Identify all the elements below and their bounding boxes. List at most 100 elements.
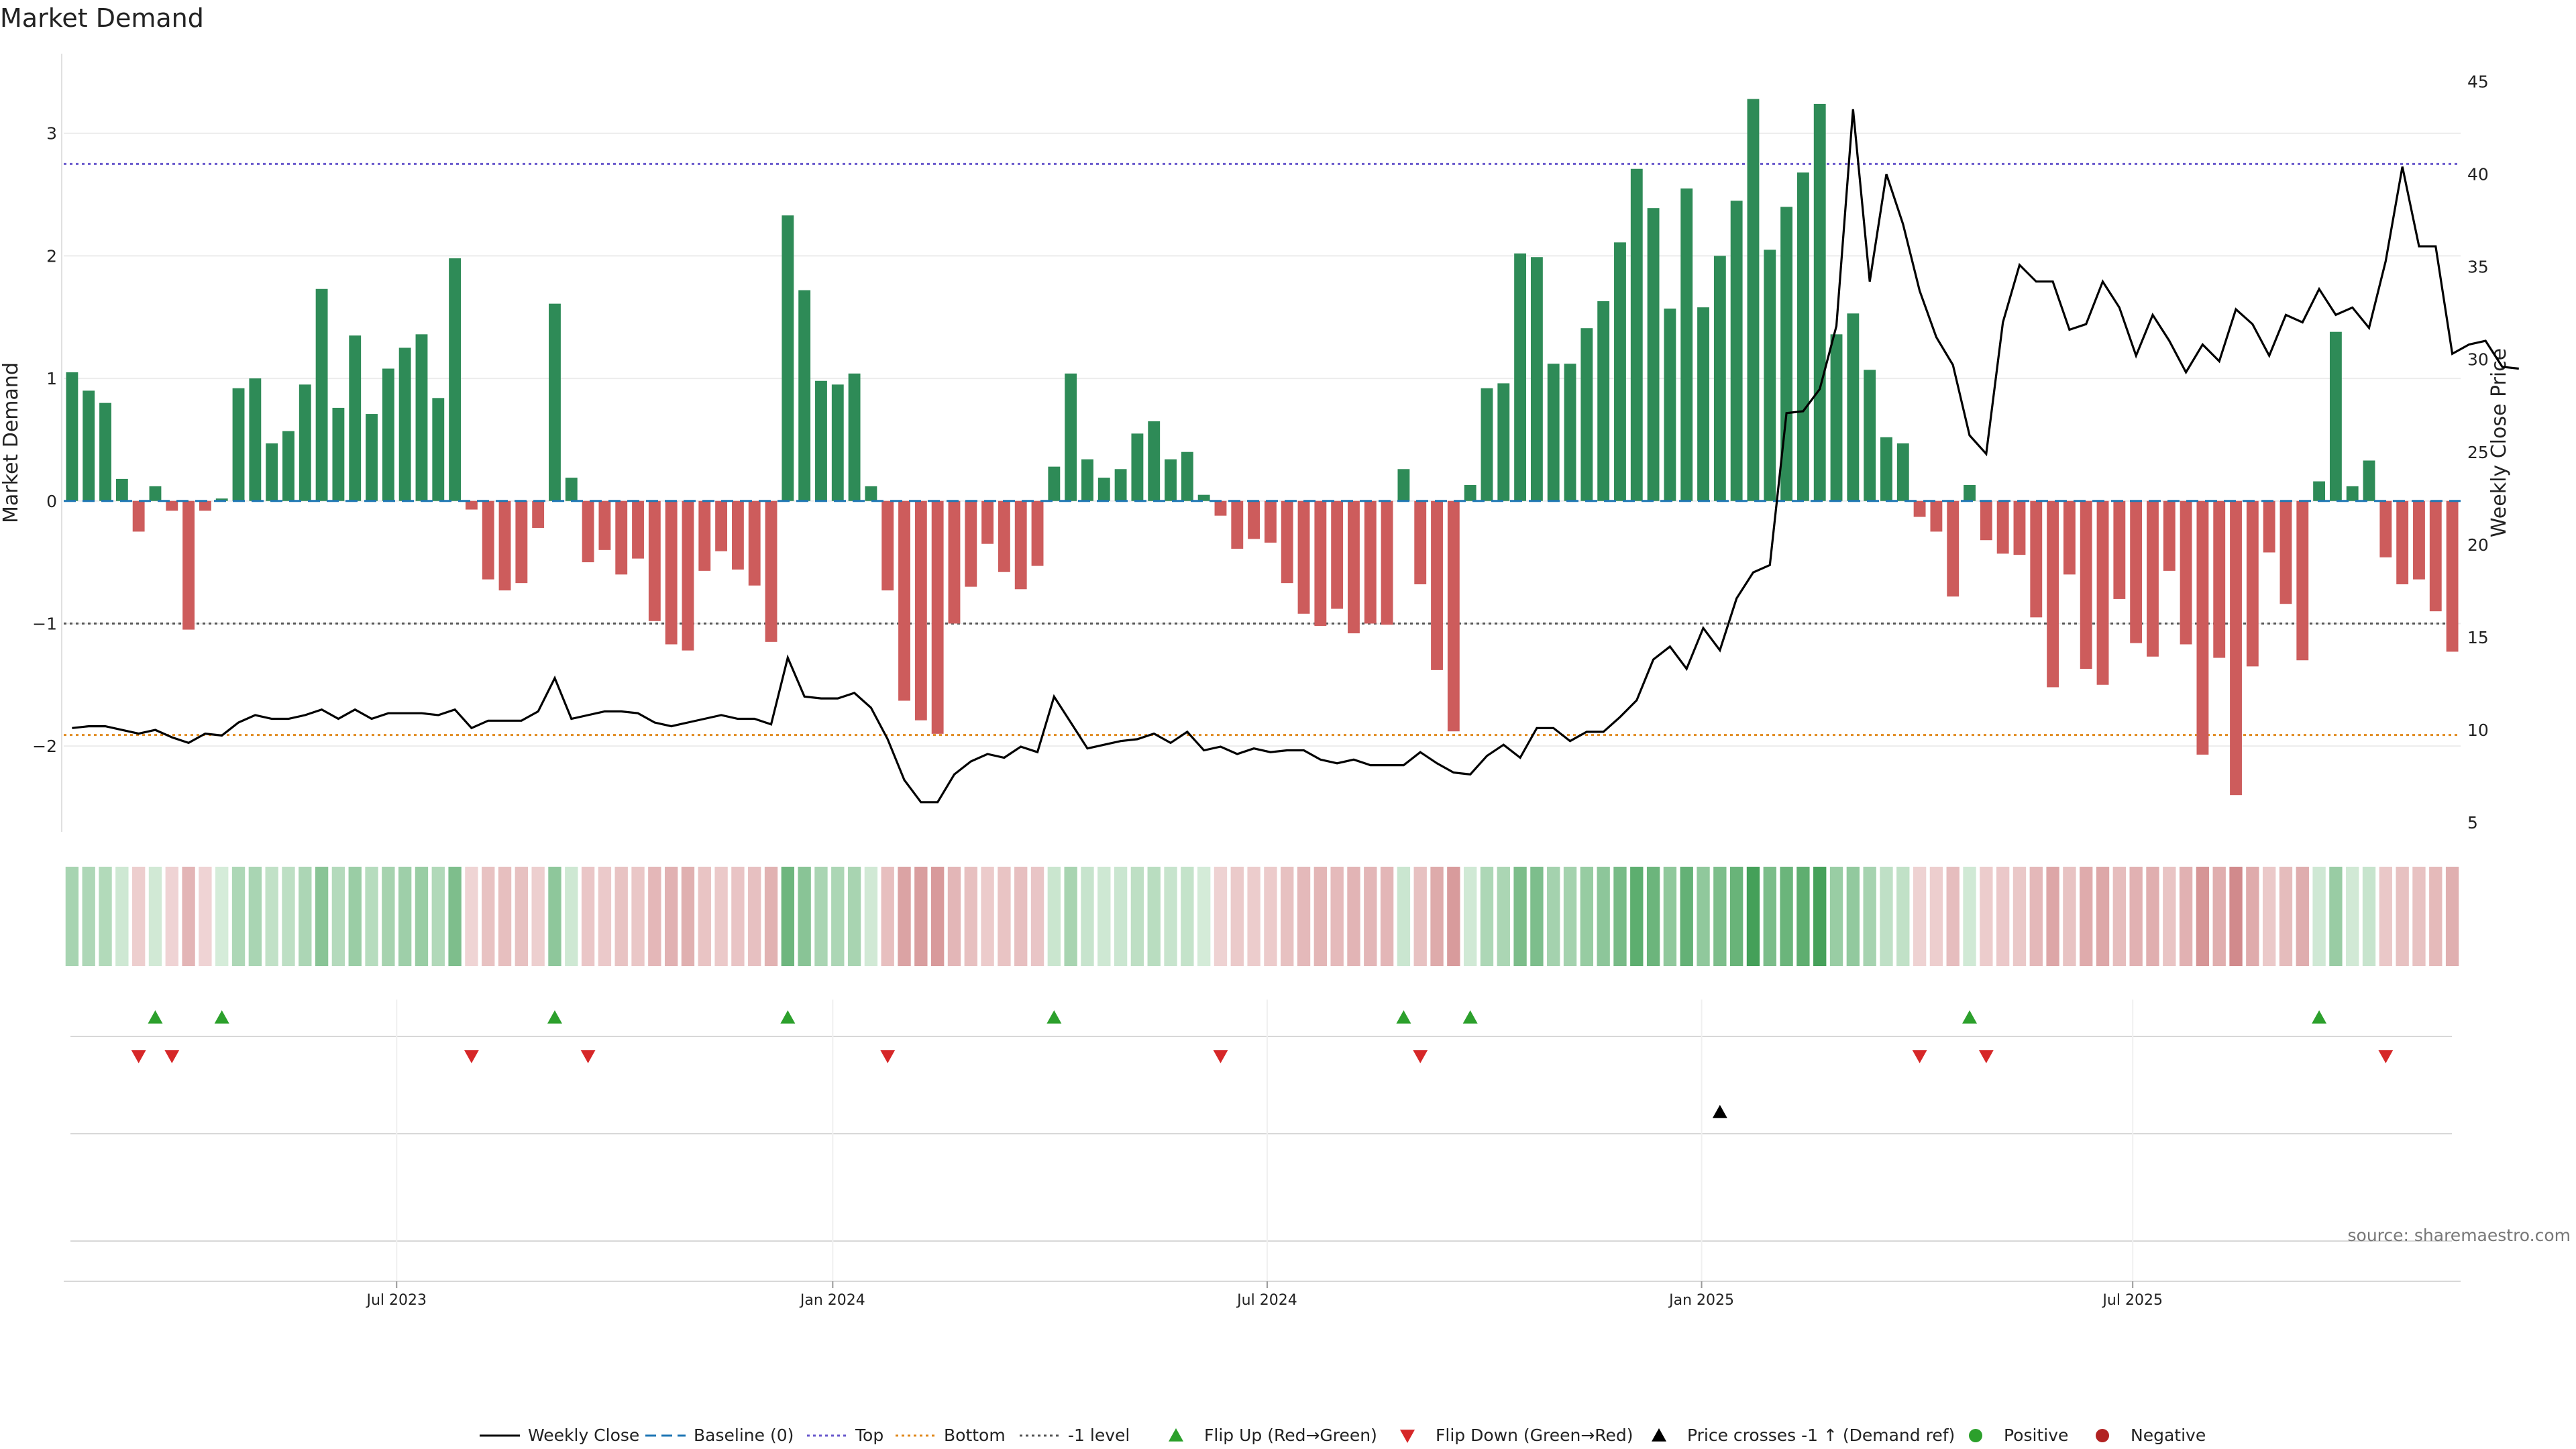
date-tick-label: Jan 2024: [799, 1292, 865, 1309]
heat-cell: [282, 867, 295, 966]
negative-demand-bar: [2263, 500, 2275, 553]
heat-cell: [1264, 867, 1277, 966]
heat-cell: [465, 867, 478, 966]
right-tick-label: 35: [2467, 258, 2489, 277]
positive-demand-bar: [382, 368, 394, 501]
negative-demand-bar: [2096, 500, 2109, 685]
positive-demand-bar: [782, 215, 794, 501]
negative-demand-bar: [632, 500, 644, 559]
chart-title: Market Demand: [0, 3, 204, 33]
heat-cell: [881, 867, 894, 966]
flip-down-marker: [464, 1050, 479, 1063]
positive-demand-bar: [66, 372, 78, 501]
heat-cell: [365, 867, 378, 966]
heat-cell: [431, 867, 445, 966]
flip-down-marker: [2378, 1050, 2394, 1063]
heat-cell: [1580, 867, 1594, 966]
positive-demand-bar: [282, 431, 294, 501]
heat-cell: [415, 867, 429, 966]
positive-demand-bar: [2329, 331, 2342, 501]
negative-demand-bar: [1297, 500, 1310, 614]
heat-cell: [1880, 867, 1893, 966]
heat-cell: [1780, 867, 1793, 966]
positive-demand-bar: [1197, 494, 1210, 501]
negative-demand-bar: [665, 500, 678, 645]
heat-cell: [981, 867, 994, 966]
positive-demand-bar: [1165, 459, 1177, 501]
heat-cell: [1863, 867, 1876, 966]
heat-cell: [2379, 867, 2393, 966]
legend-label: Baseline (0): [694, 1426, 794, 1445]
heat-cell: [1430, 867, 1444, 966]
date-tick-label: Jul 2024: [1236, 1292, 1297, 1309]
heat-cell: [2029, 867, 2043, 966]
heat-cell: [1513, 867, 1527, 966]
heat-cell: [831, 867, 845, 966]
negative-demand-bar: [914, 500, 927, 720]
negative-demand-bar: [2147, 500, 2159, 657]
flip-up-marker: [148, 1010, 163, 1024]
legend-label: Top: [855, 1426, 883, 1445]
negative-demand-bar: [1414, 500, 1427, 584]
heat-cell: [914, 867, 928, 966]
negative-demand-bar: [1447, 500, 1460, 732]
heat-cell: [565, 867, 578, 966]
heat-cell: [315, 867, 329, 966]
flip-down-marker: [580, 1050, 596, 1063]
positive-demand-bar: [1896, 443, 1909, 501]
heat-cell: [1047, 867, 1061, 966]
heat-cell: [1547, 867, 1560, 966]
heat-cell: [2329, 867, 2343, 966]
heat-cell: [1480, 867, 1494, 966]
negative-demand-bar: [981, 500, 994, 544]
left-tick-label: 3: [46, 124, 57, 144]
positive-demand-bar: [432, 398, 445, 501]
heat-cell: [265, 867, 278, 966]
heat-cell: [398, 867, 412, 966]
positive-demand-bar: [1081, 459, 1093, 501]
legend-label: Flip Up (Red→Green): [1204, 1426, 1377, 1445]
heat-cell: [1896, 867, 1910, 966]
negative-demand-bar: [2413, 500, 2425, 580]
positive-demand-bar: [1547, 364, 1560, 501]
heat-cell: [248, 867, 262, 966]
positive-demand-bar: [99, 402, 111, 501]
negative-demand-bar: [482, 500, 494, 580]
weekly-close-line: [72, 109, 2519, 804]
positive-demand-bar: [1747, 99, 1760, 501]
negative-demand-bar: [2080, 500, 2092, 669]
heat-cell: [2196, 867, 2210, 966]
heat-cell: [1397, 867, 1411, 966]
positive-demand-bar: [266, 443, 278, 501]
positive-demand-bar: [1830, 334, 1843, 501]
heat-cell: [1913, 867, 1927, 966]
heat-cell: [2129, 867, 2143, 966]
right-tick-label: 20: [2467, 535, 2489, 555]
positive-demand-bar: [315, 288, 328, 501]
right-tick-label: 15: [2467, 628, 2489, 647]
positive-demand-bar: [1647, 208, 1660, 501]
negative-demand-bar: [948, 500, 961, 624]
positive-demand-bar: [1630, 168, 1643, 501]
heat-cell: [1380, 867, 1394, 966]
heat-cell: [714, 867, 728, 966]
heat-cell: [2012, 867, 2027, 966]
positive-demand-bar: [1181, 451, 1193, 501]
positive-demand-bar: [1148, 421, 1161, 501]
event-markers: [131, 1010, 2394, 1118]
positive-demand-bar: [865, 486, 877, 501]
flip-down-marker: [1912, 1050, 1927, 1063]
flip-up-marker: [547, 1010, 562, 1024]
positive-demand-bar: [565, 478, 578, 501]
right-tick-label: 10: [2467, 720, 2489, 740]
heat-cell: [614, 867, 628, 966]
heat-cell: [1763, 867, 1776, 966]
heat-cell: [1630, 867, 1644, 966]
heat-cell: [698, 867, 711, 966]
negative-demand-bar: [199, 500, 211, 511]
heat-cell: [1330, 867, 1344, 966]
legend: Weekly Close Baseline (0) Top Bottom -1 leve…: [480, 1426, 2206, 1445]
left-axis-label: Market Demand: [0, 362, 23, 523]
heat-cell: [531, 867, 545, 966]
heat-cell: [1613, 867, 1627, 966]
